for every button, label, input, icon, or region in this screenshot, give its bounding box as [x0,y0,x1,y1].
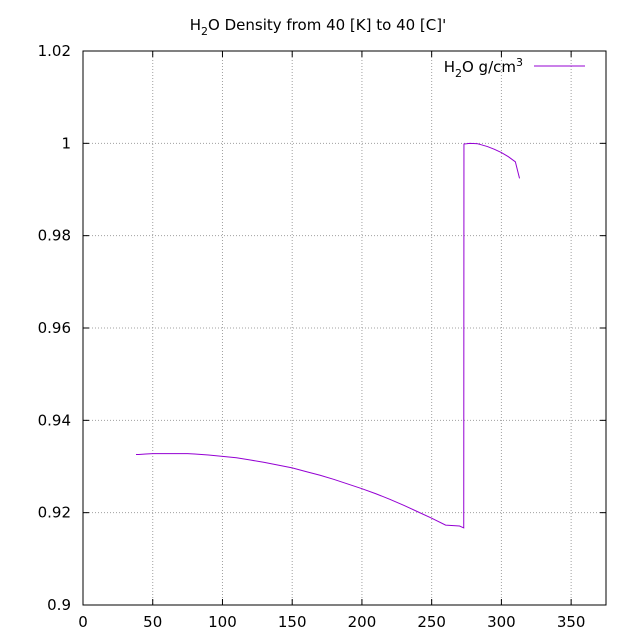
y-tick-label: 0.92 [38,504,71,522]
y-tick-label: 0.9 [47,596,71,614]
x-tick-label: 200 [348,613,377,631]
x-tick-label: 300 [487,613,516,631]
series-line-h2o-density [136,142,521,529]
series-group [136,142,521,529]
y-tick-label: 1 [61,134,71,152]
y-tick-label: 0.96 [38,319,71,337]
grid-lines [83,51,606,605]
x-tick-label: 0 [78,613,88,631]
plot-frame [82,50,607,606]
x-axis-tick-labels: 0 50 100 150 200 250 300 350 [78,613,585,631]
chart-title: H2O Density from 40 [K] to 40 [C]' [190,16,446,38]
x-tick-label: 50 [143,613,162,631]
x-tick-label: 250 [417,613,446,631]
y-tick-label: 1.02 [38,42,71,60]
y-axis-tick-labels: 0.9 0.92 0.94 0.96 0.98 1 1.02 [38,42,71,614]
x-tick-label: 150 [278,613,307,631]
legend: H2O g/cm3 [444,56,585,80]
x-tick-label: 350 [557,613,586,631]
y-tick-label: 0.94 [38,411,71,429]
x-tick-label: 100 [208,613,237,631]
y-tick-label: 0.98 [38,227,71,245]
legend-label: H2O g/cm3 [444,56,523,80]
